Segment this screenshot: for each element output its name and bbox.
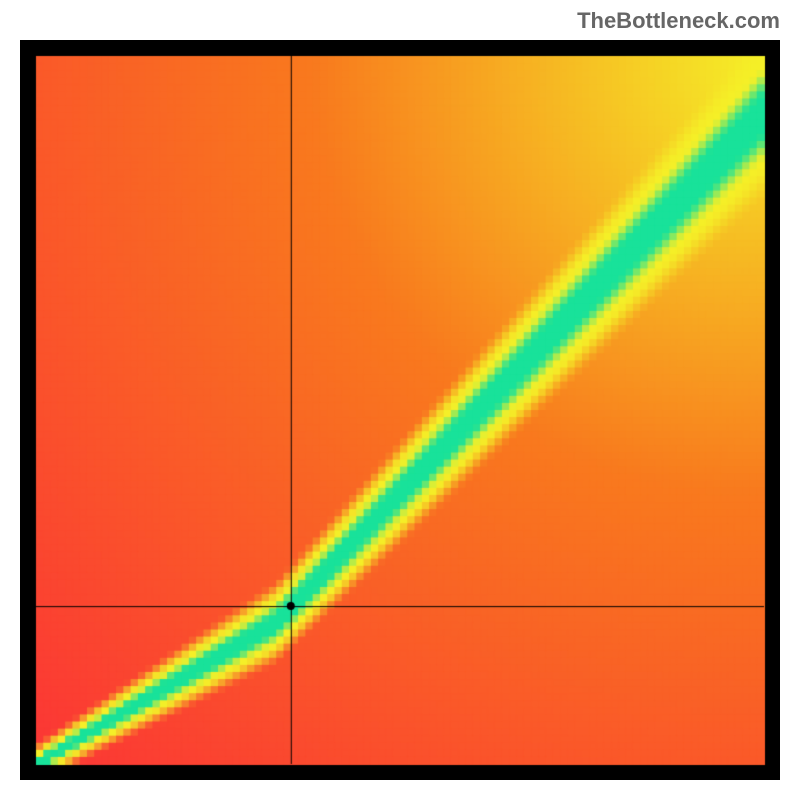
heatmap-canvas	[20, 40, 780, 780]
watermark-text: TheBottleneck.com	[577, 8, 780, 34]
chart-container: TheBottleneck.com	[0, 0, 800, 800]
chart-frame	[20, 40, 780, 780]
